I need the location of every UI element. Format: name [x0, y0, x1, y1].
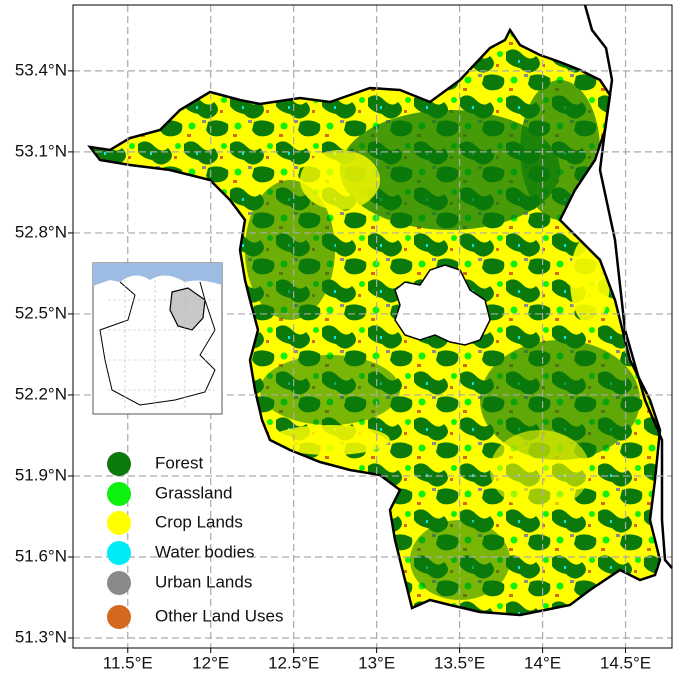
inset-map — [92, 262, 223, 415]
x-tick-label: 12°E — [192, 653, 229, 672]
y-tick-label: 53.1°N — [15, 141, 67, 160]
y-tick-label: 52.8°N — [15, 222, 67, 241]
x-tick-label: 12.5°E — [268, 653, 319, 672]
legend-swatch — [107, 571, 131, 595]
legend: Forest Grassland Crop Lands Water bodies Urb… — [107, 452, 284, 629]
y-tick-label: 51.9°N — [15, 465, 67, 484]
y-tick-label: 51.6°N — [15, 546, 67, 565]
legend-swatch — [107, 482, 131, 506]
legend-label: Other Land Uses — [155, 606, 284, 625]
legend-swatch — [107, 452, 131, 476]
x-tick-label: 14°E — [524, 653, 561, 672]
axes: 11.5°E 12°E 12.5°E 13°E 13.5°E 14°E 14.5°E 51.3… — [15, 60, 651, 672]
x-tick-label: 14.5°E — [600, 653, 651, 672]
y-tick-label: 53.4°N — [15, 60, 67, 79]
legend-swatch — [107, 605, 131, 629]
berlin — [394, 264, 491, 346]
country-border — [583, 4, 673, 569]
legend-swatch — [107, 541, 131, 565]
legend-swatch — [107, 511, 131, 535]
y-tick-label: 52.2°N — [15, 384, 67, 403]
frame — [72, 4, 673, 649]
legend-label: Water bodies — [155, 542, 255, 561]
x-tick-label: 11.5°E — [103, 653, 153, 672]
x-tick-label: 13°E — [358, 653, 395, 672]
y-tick-label: 52.5°N — [15, 303, 67, 322]
x-tick-label: 13.5°E — [434, 653, 485, 672]
legend-label: Forest — [155, 453, 203, 472]
legend-label: Grassland — [155, 483, 232, 502]
legend-label: Crop Lands — [155, 512, 243, 531]
y-tick-label: 51.3°N — [15, 627, 67, 646]
legend-label: Urban Lands — [155, 572, 252, 591]
